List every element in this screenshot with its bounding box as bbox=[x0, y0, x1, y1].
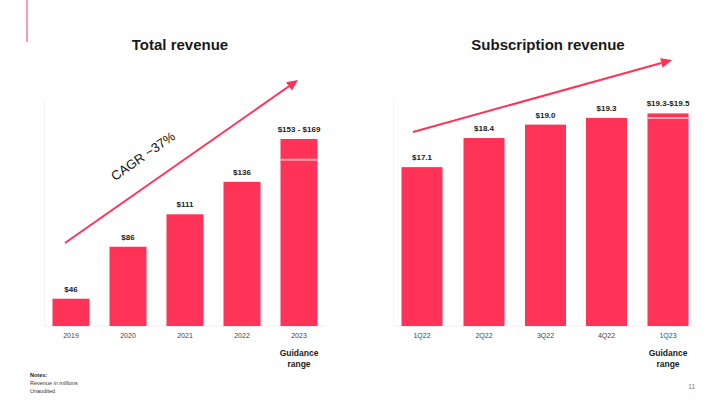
marks bbox=[402, 113, 689, 326]
y-axis-line bbox=[44, 100, 45, 326]
category-label: 2023 bbox=[291, 332, 307, 339]
trend-arrowhead bbox=[286, 80, 298, 90]
category-label: 2019 bbox=[63, 332, 79, 339]
notes-title: Notes: bbox=[30, 372, 47, 378]
trend-arrow bbox=[413, 63, 661, 132]
chart-title: Subscription revenue bbox=[471, 36, 624, 53]
category-label: 4Q22 bbox=[598, 332, 615, 340]
guidance-low-line bbox=[281, 159, 318, 161]
data-label: $18.4 bbox=[474, 124, 495, 133]
chart-0: Total revenue $46 $86 $111 $136 $153 - $169 20… bbox=[45, 36, 326, 369]
notes-line: Unaudited bbox=[30, 388, 55, 394]
guidance-low-line bbox=[648, 117, 689, 119]
category-label: 2022 bbox=[234, 332, 250, 339]
data-label: $17.1 bbox=[412, 153, 433, 162]
bar bbox=[224, 182, 261, 326]
category-label: 3Q22 bbox=[537, 332, 554, 340]
category-label: 2Q22 bbox=[475, 332, 492, 340]
range-note-line: range bbox=[287, 359, 310, 369]
range-note-line: Guidance bbox=[649, 348, 688, 358]
guidance-band bbox=[281, 139, 318, 160]
bar bbox=[167, 214, 204, 326]
category-label: 1Q23 bbox=[659, 332, 676, 340]
bar bbox=[464, 138, 505, 326]
trend-label: CAGR ~37% bbox=[108, 128, 178, 183]
data-label: $86 bbox=[121, 233, 135, 242]
chart-1: Subscription revenue $17.1 $18.4 $19.0 $19.3… bbox=[394, 36, 697, 369]
y-axis-line bbox=[393, 100, 394, 326]
guidance-band bbox=[648, 113, 689, 117]
data-label: $153 - $169 bbox=[278, 125, 321, 134]
notes-line: Revenue in millions bbox=[30, 380, 78, 386]
chart-title: Total revenue bbox=[132, 36, 228, 53]
data-label: $19.0 bbox=[535, 111, 556, 120]
category-label: 2021 bbox=[177, 332, 193, 339]
bar bbox=[110, 247, 147, 326]
bar bbox=[281, 160, 318, 326]
data-label: $46 bbox=[64, 285, 78, 294]
range-note: Guidancerange bbox=[280, 348, 319, 369]
data-label: $19.3-$19.5 bbox=[647, 99, 690, 108]
accent-line bbox=[27, 0, 28, 42]
page-number: 11 bbox=[688, 383, 695, 390]
data-label: $136 bbox=[233, 168, 251, 177]
category-label: 1Q22 bbox=[413, 332, 430, 340]
data-label: $111 bbox=[177, 200, 194, 209]
range-note-line: Guidance bbox=[280, 348, 319, 358]
bar bbox=[648, 118, 689, 326]
trend-arrowhead bbox=[660, 58, 672, 68]
bar bbox=[53, 299, 90, 326]
bar bbox=[402, 167, 443, 326]
data-label: $19.3 bbox=[596, 104, 617, 113]
range-note-line: range bbox=[656, 359, 679, 369]
category-label: 2020 bbox=[120, 332, 136, 339]
marks bbox=[53, 139, 318, 326]
range-note: Guidancerange bbox=[649, 348, 688, 369]
bar bbox=[525, 125, 566, 326]
page-canvas: Total revenue $46 $86 $111 $136 $153 - $169 20… bbox=[0, 0, 720, 405]
bar bbox=[586, 118, 627, 326]
trend-arrow bbox=[65, 86, 289, 243]
